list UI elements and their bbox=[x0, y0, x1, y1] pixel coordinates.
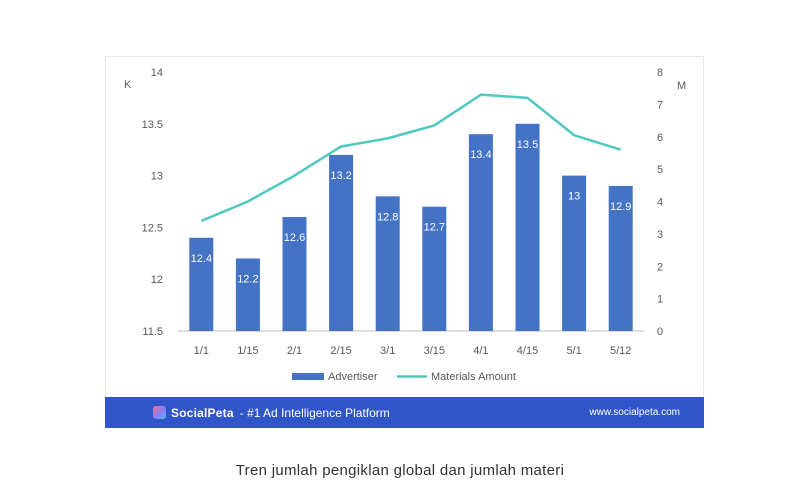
bar-series: 12.4 12.2 12.6 13.2 12.8 12.7 13.4 13.5 13 12.9 bbox=[189, 123, 633, 331]
left-axis: 11.5 12 12.5 13 13.5 14 K bbox=[124, 67, 163, 338]
x-axis-tick-label: 1/1 bbox=[194, 345, 209, 357]
bar bbox=[608, 185, 633, 331]
legend: Advertiser Materials Amount bbox=[292, 371, 516, 383]
brand-tagline: - #1 Ad Intelligence Platform bbox=[239, 405, 390, 420]
right-axis-tick-label: 5 bbox=[657, 164, 663, 176]
bar bbox=[329, 154, 354, 331]
bar-data-label: 13.5 bbox=[517, 139, 538, 151]
bar-data-label: 13 bbox=[568, 191, 580, 203]
right-axis-tick-label: 4 bbox=[657, 197, 663, 209]
left-axis-tick-label: 11.5 bbox=[142, 326, 163, 338]
image-caption: Tren jumlah pengiklan global dan jumlah … bbox=[235, 462, 565, 479]
left-axis-tick-label: 14 bbox=[151, 67, 163, 79]
bar bbox=[422, 206, 447, 331]
x-axis: 1/1 1/15 2/1 2/15 3/1 3/15 4/1 4/15 5/1 5/12 bbox=[178, 330, 644, 357]
right-axis-tick-label: 2 bbox=[657, 261, 663, 273]
bar bbox=[562, 175, 587, 331]
x-axis-tick-label: 4/1 bbox=[473, 345, 488, 357]
line-series bbox=[200, 93, 622, 223]
left-axis-unit: K bbox=[124, 79, 132, 91]
bar bbox=[189, 237, 214, 331]
right-axis-tick-label: 8 bbox=[657, 67, 663, 79]
bar-data-label: 13.4 bbox=[470, 149, 491, 161]
right-axis-tick-label: 6 bbox=[657, 132, 663, 144]
x-axis-tick-label: 1/15 bbox=[237, 345, 258, 357]
left-axis-tick-label: 13.5 bbox=[142, 119, 163, 131]
legend-label-advertiser: Advertiser bbox=[328, 371, 378, 383]
x-axis-tick-label: 3/1 bbox=[380, 345, 395, 357]
bar-data-label: 12.2 bbox=[237, 273, 258, 285]
right-axis: 0 1 2 3 4 5 6 7 8 M bbox=[657, 67, 686, 338]
x-axis-tick-label: 2/15 bbox=[330, 345, 351, 357]
brand-logo-icon bbox=[153, 406, 166, 419]
bar bbox=[235, 258, 260, 331]
x-axis-tick-label: 2/1 bbox=[287, 345, 302, 357]
bar bbox=[515, 123, 540, 331]
bar-data-label: 12.7 bbox=[424, 222, 445, 234]
website-link[interactable]: www.socialpeta.com bbox=[589, 407, 680, 418]
legend-label-materials-amount: Materials Amount bbox=[431, 371, 516, 383]
x-axis-tick-label: 5/12 bbox=[610, 345, 631, 357]
left-axis-tick-label: 13 bbox=[151, 171, 163, 183]
left-axis-tick-label: 12 bbox=[151, 274, 163, 286]
bar bbox=[468, 134, 493, 331]
materials-amount-line bbox=[200, 93, 622, 223]
right-axis-tick-label: 1 bbox=[657, 294, 663, 306]
bar-data-label: 13.2 bbox=[330, 170, 351, 182]
right-axis-tick-label: 3 bbox=[657, 229, 663, 241]
left-axis-tick-label: 12.5 bbox=[142, 222, 163, 234]
right-axis-tick-label: 7 bbox=[657, 99, 663, 111]
bar-data-label: 12.6 bbox=[284, 232, 305, 244]
brand-name: SocialPeta bbox=[171, 405, 234, 420]
footer-banner: SocialPeta - #1 Ad Intelligence Platform… bbox=[105, 397, 704, 428]
legend-swatch-advertiser bbox=[292, 373, 324, 380]
x-axis-tick-label: 3/15 bbox=[424, 345, 445, 357]
right-axis-tick-label: 0 bbox=[657, 326, 663, 338]
bar-data-label: 12.8 bbox=[377, 211, 398, 223]
right-axis-unit: M bbox=[677, 80, 686, 92]
x-axis-tick-label: 5/1 bbox=[566, 345, 581, 357]
bar-data-label: 12.9 bbox=[610, 201, 631, 213]
x-axis-tick-label: 4/15 bbox=[517, 345, 538, 357]
bar bbox=[375, 196, 400, 331]
bar bbox=[282, 217, 307, 331]
bar-data-label: 12.4 bbox=[191, 253, 212, 265]
brand-logo: SocialPeta bbox=[153, 406, 234, 420]
